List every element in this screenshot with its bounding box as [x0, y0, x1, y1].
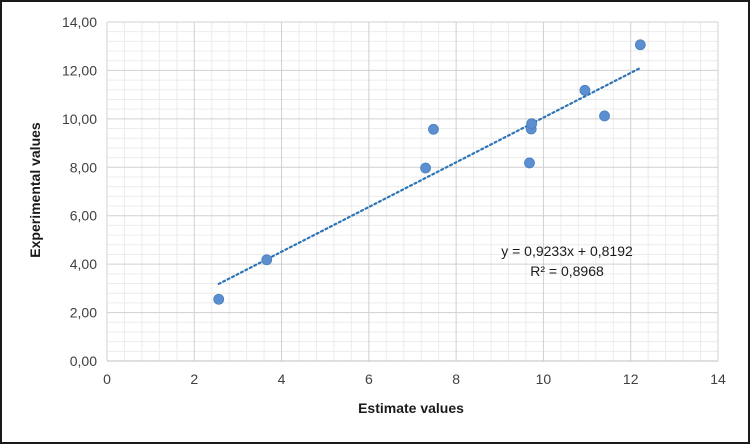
y-tick-label: 6,00 [70, 208, 97, 224]
data-point [599, 110, 610, 122]
x-axis-title: Estimate values [358, 400, 464, 416]
y-tick-label: 14,00 [62, 14, 97, 30]
trendline-equation: y = 0,9233x + 0,8192 [501, 243, 633, 259]
y-tick-label: 2,00 [70, 305, 97, 321]
data-point [428, 123, 439, 135]
y-axis-title: Experimental values [27, 122, 43, 258]
y-tick-label: 4,00 [70, 256, 97, 272]
y-tick-label: 0,00 [70, 353, 97, 369]
x-tick-label: 8 [452, 371, 460, 387]
data-point [261, 254, 273, 266]
y-tick-label: 8,00 [70, 159, 97, 175]
gridlines [106, 21, 719, 362]
y-tick-label: 10,00 [62, 111, 97, 127]
x-tick-label: 10 [536, 371, 552, 387]
trendline-r2: R² = 0,8968 [530, 263, 604, 279]
data-point [213, 293, 225, 305]
x-tick-label: 0 [103, 371, 111, 387]
trendline-group [217, 66, 642, 286]
x-tick-label: 6 [365, 371, 373, 387]
x-tick-label: 2 [190, 371, 198, 387]
data-point [526, 118, 538, 130]
data-point [579, 84, 591, 96]
trendline [217, 66, 642, 286]
x-tick-label: 12 [623, 371, 639, 387]
data-point [420, 162, 431, 174]
data-point [524, 157, 535, 169]
y-tick-label: 12,00 [62, 62, 97, 78]
y-tick-labels: 0,00 2,00 4,00 6,00 8,00 10,00 12,00 14,00 [62, 14, 97, 369]
x-tick-labels: 0 2 4 6 8 10 12 14 [103, 371, 726, 387]
data-points [213, 39, 646, 305]
x-tick-label: 14 [710, 371, 726, 387]
x-tick-label: 4 [278, 371, 286, 387]
data-point [634, 39, 646, 51]
